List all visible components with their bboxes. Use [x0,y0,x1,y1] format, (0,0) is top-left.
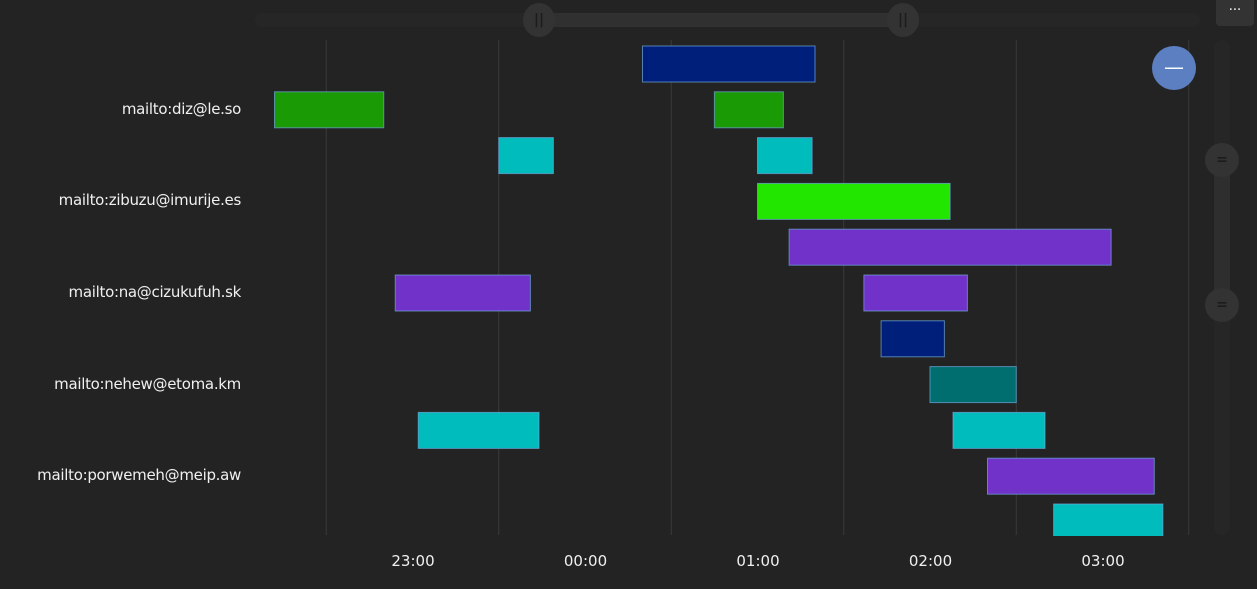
row-label: mailto:porwemeh@meip.aw [37,466,241,485]
gantt-bar[interactable] [929,366,1017,404]
gantt-bar[interactable] [713,91,784,129]
ellipsis-icon: ... [1228,0,1242,14]
gantt-bar[interactable] [498,137,554,175]
gantt-bar[interactable] [1053,503,1164,540]
range-end-handle[interactable]: || [887,3,919,37]
gantt-bar[interactable] [417,411,540,449]
row-range-selection[interactable] [1214,160,1230,305]
x-tick-label: 01:00 [736,552,780,570]
row-label: mailto:zibuzu@imurije.es [58,191,242,210]
row-end-handle[interactable]: = [1205,288,1239,322]
x-tick-label: 03:00 [1081,552,1125,570]
gantt-bar[interactable] [757,182,951,220]
gantt-bar[interactable] [394,274,531,312]
gantt-bar[interactable] [642,45,816,83]
row-label: mailto:diz@le.so [121,99,241,118]
row-label: mailto:na@cizukufuh.sk [68,283,242,301]
gantt-bar[interactable] [880,320,945,358]
x-tick-label: 00:00 [563,552,608,570]
zoom-out-button[interactable]: — [1152,46,1196,90]
minus-icon: — [1164,55,1184,79]
row-start-handle[interactable]: = [1205,143,1239,177]
gantt-bar[interactable] [863,274,968,312]
time-range-selection[interactable] [539,13,903,27]
x-tick-label: 02:00 [908,552,953,570]
row-label: mailto:nehew@etoma.km [54,374,241,393]
gantt-bar[interactable] [757,137,813,175]
gantt-bar[interactable] [952,411,1046,449]
gantt-bar[interactable] [987,457,1155,495]
gantt-bar[interactable] [274,91,385,129]
range-start-handle[interactable]: || [523,3,555,37]
more-menu-button[interactable]: ... [1216,0,1254,26]
gantt-bar[interactable] [788,228,1112,266]
x-tick-label: 23:00 [391,552,435,570]
